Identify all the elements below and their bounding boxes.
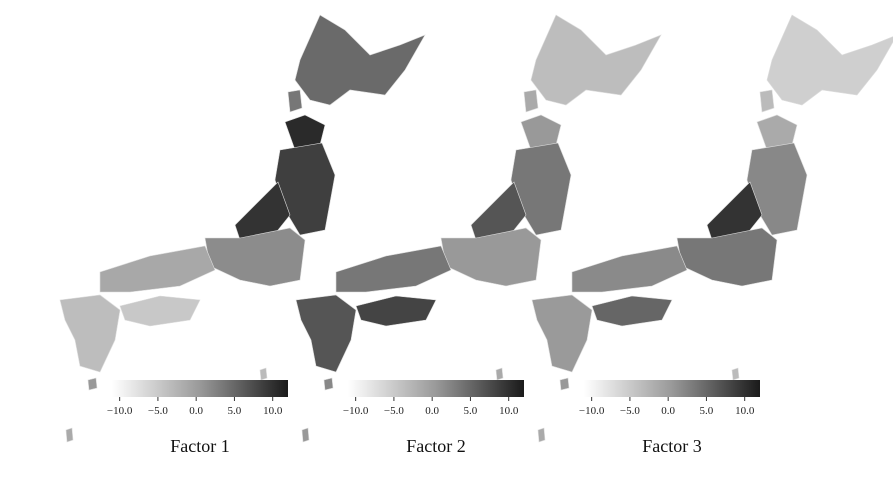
region xyxy=(260,368,267,380)
region xyxy=(532,295,592,372)
tick-label: 5.0 xyxy=(228,405,242,417)
region xyxy=(66,428,73,442)
region xyxy=(560,378,569,390)
region xyxy=(302,428,309,442)
region xyxy=(496,368,503,380)
region xyxy=(524,90,538,112)
region xyxy=(677,228,777,286)
figure: −10.0 −5.0 0.0 5.0 10.0 Factor 1 −10.0 −5.0 0.0 5… xyxy=(0,0,893,500)
panel-title: Factor 2 xyxy=(406,436,465,456)
tick-label: 5.0 xyxy=(700,405,714,417)
tick-label: 10.0 xyxy=(499,405,519,417)
tick-label: 10.0 xyxy=(735,405,755,417)
region xyxy=(767,15,893,105)
panel-title: Factor 1 xyxy=(170,436,229,456)
tick-label: −5.0 xyxy=(620,405,640,417)
region xyxy=(100,246,215,292)
region xyxy=(205,228,305,286)
region xyxy=(592,296,672,326)
colorbar xyxy=(584,380,760,397)
region xyxy=(441,228,541,286)
region xyxy=(538,428,545,442)
tick-label: −5.0 xyxy=(148,405,168,417)
region xyxy=(732,368,739,380)
tick-label: −10.0 xyxy=(107,405,133,417)
region xyxy=(356,296,436,326)
tick-label: 0.0 xyxy=(189,405,203,417)
region xyxy=(288,90,302,112)
tick-label: −10.0 xyxy=(579,405,605,417)
region xyxy=(531,15,661,105)
tick-label: 0.0 xyxy=(425,405,439,417)
region xyxy=(324,378,333,390)
region xyxy=(60,295,120,372)
region xyxy=(296,295,356,372)
region xyxy=(760,90,774,112)
region xyxy=(295,15,425,105)
tick-label: −5.0 xyxy=(384,405,404,417)
region xyxy=(572,246,687,292)
tick-label: 5.0 xyxy=(464,405,478,417)
tick-label: 0.0 xyxy=(661,405,675,417)
panel-title: Factor 3 xyxy=(642,436,701,456)
tick-label: −10.0 xyxy=(343,405,369,417)
region xyxy=(120,296,200,326)
tick-label: 10.0 xyxy=(263,405,283,417)
region xyxy=(336,246,451,292)
colorbar xyxy=(112,380,288,397)
region xyxy=(88,378,97,390)
colorbar xyxy=(348,380,524,397)
map xyxy=(60,15,425,442)
